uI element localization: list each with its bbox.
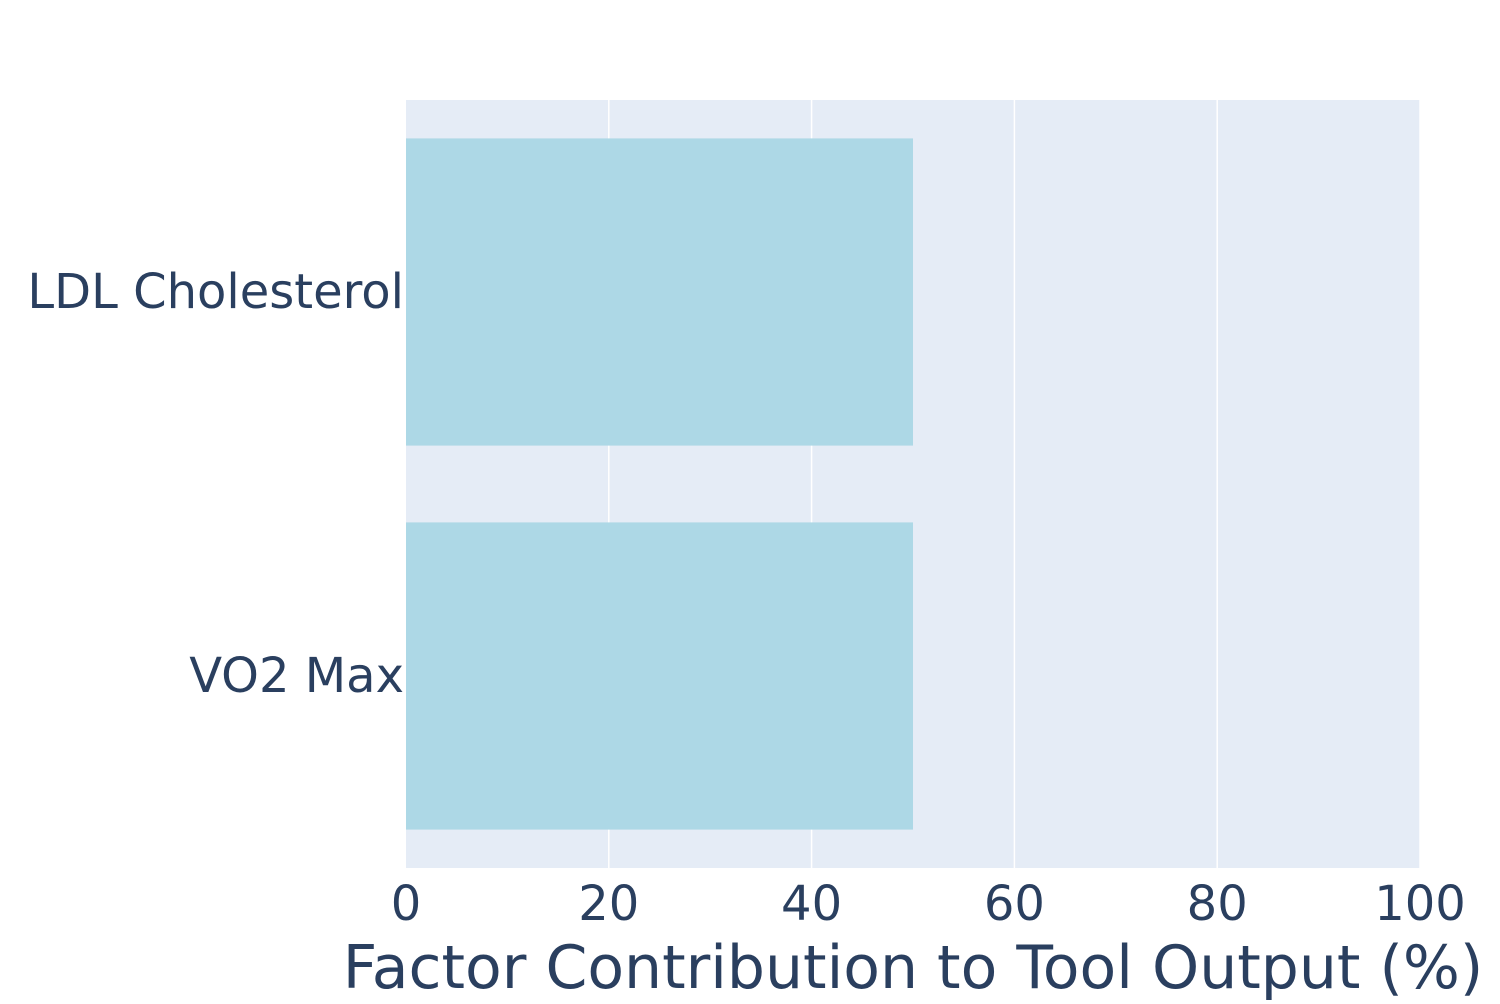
x-tick-label: 100 <box>1374 876 1466 932</box>
x-tick-label: 80 <box>1187 876 1248 932</box>
x-tick-label: 40 <box>781 876 842 932</box>
bar-vo2-max <box>406 522 913 830</box>
x-tick-label: 20 <box>578 876 639 932</box>
bars <box>406 138 913 830</box>
y-tick-label: VO2 Max <box>189 648 404 704</box>
y-tick-label: LDL Cholesterol <box>27 264 404 320</box>
x-tick-label: 60 <box>984 876 1045 932</box>
x-tick-label: 0 <box>391 876 422 932</box>
x-axis-tick-labels: 0 20 40 60 80 100 <box>391 876 1466 932</box>
x-axis-title: Factor Contribution to Tool Output (%) <box>343 933 1484 1000</box>
bar-ldl-cholesterol <box>406 138 913 446</box>
y-axis-tick-labels: LDL Cholesterol VO2 Max <box>27 264 404 704</box>
